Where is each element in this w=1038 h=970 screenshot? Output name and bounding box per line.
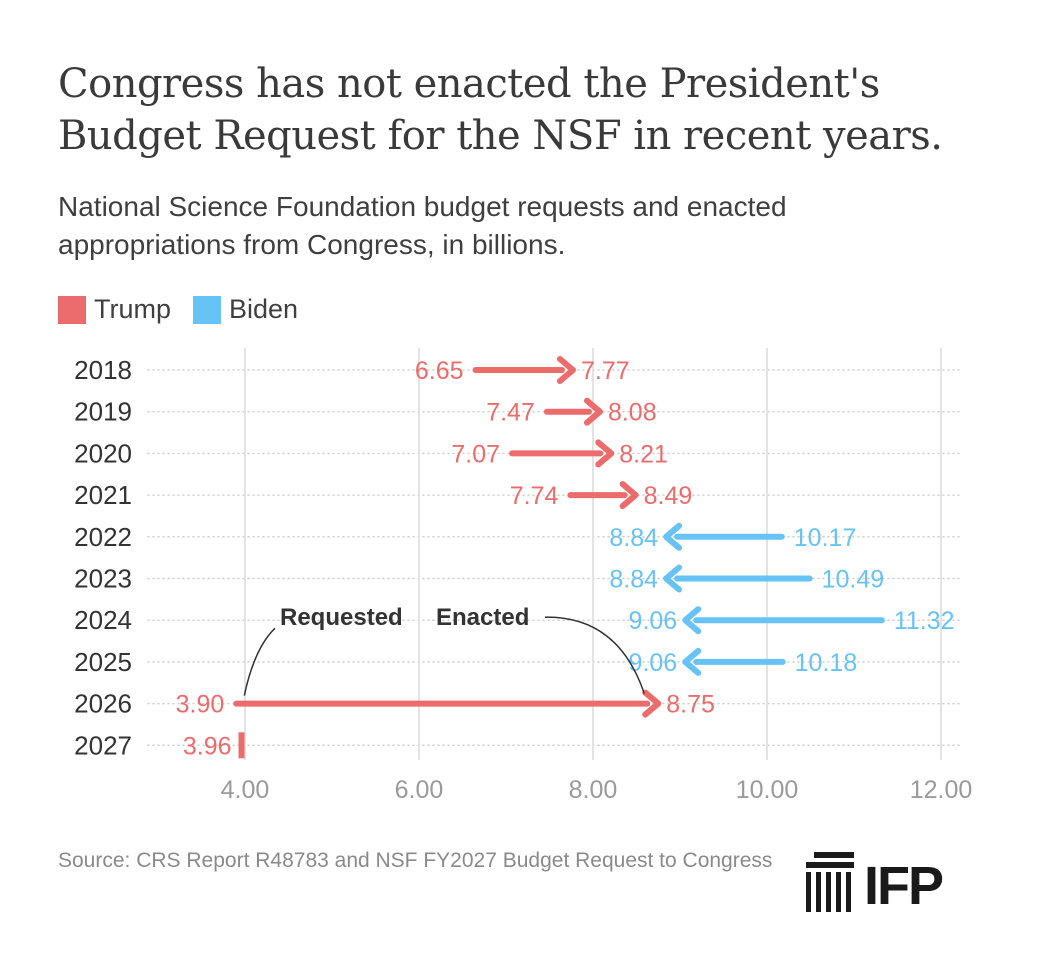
annotation-enacted: Enacted xyxy=(436,604,529,631)
year-label: 2025 xyxy=(74,647,132,677)
arrow-head xyxy=(556,356,576,384)
arrow-head xyxy=(595,439,615,468)
legend: Trump Biden xyxy=(58,294,320,325)
chart-title: Congress has not enacted the President's… xyxy=(58,61,943,159)
year-label: 2019 xyxy=(74,397,132,427)
requested-value-label: 7.07 xyxy=(451,440,500,468)
legend-label-biden: Biden xyxy=(229,294,299,324)
annotation-enacted-leader xyxy=(544,616,645,694)
arrow-chart: 4.00 6.00 8.00 10.00 12.00 2018 6.65 7.77 2019 7.… xyxy=(74,348,973,804)
enacted-value-label: 8.21 xyxy=(619,440,668,468)
requested-value-label: 11.32 xyxy=(894,607,955,635)
ifp-logo-mark-icon xyxy=(806,852,854,912)
requested-mark xyxy=(238,732,245,759)
year-label: 2026 xyxy=(74,689,132,719)
year-label: 2024 xyxy=(74,605,132,635)
arrow-head xyxy=(663,564,683,593)
requested-value-label: 10.17 xyxy=(794,524,857,552)
annotation-requested-leader xyxy=(243,627,276,696)
year-label: 2021 xyxy=(74,480,132,510)
ifp-logo-text: IFP xyxy=(864,856,943,912)
year-label: 2020 xyxy=(74,438,132,468)
x-tick-label: 6.00 xyxy=(395,776,444,804)
year-label: 2022 xyxy=(74,522,132,552)
enacted-value-label: 7.77 xyxy=(581,357,630,385)
legend-swatch-biden xyxy=(193,295,222,324)
annotation-requested: Requested xyxy=(280,604,403,631)
chart-subtitle: National Science Foundation budget reque… xyxy=(58,191,787,260)
enacted-value-label: 9.06 xyxy=(629,649,678,677)
arrow-head xyxy=(682,647,702,676)
legend-item-biden: Biden xyxy=(193,294,298,325)
enacted-value-label: 8.84 xyxy=(609,524,658,552)
arrow-head xyxy=(682,606,702,635)
requested-value-label: 6.65 xyxy=(415,357,464,385)
requested-value-label: 3.90 xyxy=(176,691,225,719)
source-note: Source: CRS Report R48783 and NSF FY2027… xyxy=(58,849,773,872)
enacted-value-label: 8.84 xyxy=(609,566,658,594)
legend-swatch-trump xyxy=(58,295,86,324)
year-label: 2027 xyxy=(74,730,132,760)
x-tick-label: 10.00 xyxy=(736,776,799,804)
requested-value-label: 3.96 xyxy=(183,732,232,760)
enacted-value-label: 9.06 xyxy=(629,607,678,635)
x-tick-label: 12.00 xyxy=(910,776,973,804)
requested-value-label: 7.47 xyxy=(486,399,535,427)
requested-value-label: 10.18 xyxy=(795,649,858,677)
enacted-value-label: 8.08 xyxy=(608,399,657,427)
legend-label-trump: Trump xyxy=(94,294,172,324)
x-tick-label: 8.00 xyxy=(569,776,618,804)
ifp-logo: IFP xyxy=(806,852,945,912)
arrow-head xyxy=(663,522,683,551)
arrow-head xyxy=(583,397,603,426)
year-label: 2018 xyxy=(74,355,132,385)
arrow-head xyxy=(642,689,662,718)
x-tick-label: 4.00 xyxy=(221,776,270,804)
enacted-value-label: 8.49 xyxy=(644,482,693,510)
year-label: 2023 xyxy=(74,564,132,594)
requested-value-label: 10.49 xyxy=(822,566,885,594)
arrow-head xyxy=(619,481,639,510)
enacted-value-label: 8.75 xyxy=(666,691,715,719)
legend-item-trump: Trump xyxy=(58,294,171,325)
requested-value-label: 7.74 xyxy=(510,482,559,510)
